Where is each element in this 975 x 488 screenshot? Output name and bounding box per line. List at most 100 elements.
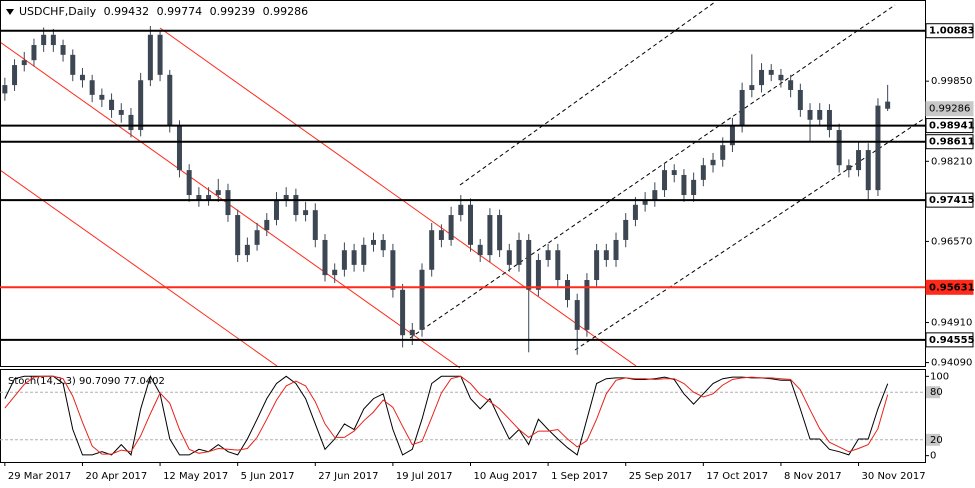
candle-body [681,174,687,196]
candle-body [535,259,541,290]
candle-body [594,250,600,281]
indicator-line [4,375,889,456]
high-value: 0.99774 [157,5,203,18]
candle-body [642,199,648,205]
candle-body [235,215,241,256]
x-tick-label: 5 Jun 2017 [241,471,295,482]
candle-body [99,94,105,100]
x-tick-label: 8 Nov 2017 [784,471,842,482]
candle-body [2,85,8,94]
candle-body [167,74,173,126]
candle-body [41,34,47,46]
candle-body [875,105,881,191]
candle-body [419,269,425,330]
level-label-box [925,332,974,348]
candle-body [196,195,202,200]
candle-body [603,250,609,260]
candle-body [380,239,386,251]
x-tick-label: 25 Sep 2017 [629,471,692,482]
indicator-tick-box [926,386,940,399]
candle-body [487,215,493,256]
candle-body [729,125,735,146]
candle-body [632,204,638,220]
open-value: 0.99432 [104,5,150,18]
candle-body [370,239,376,245]
candle-body [70,54,76,75]
candle-body [836,130,842,166]
level-label: 0.97415 [929,195,975,206]
candle-body [788,80,794,90]
candle-body [332,269,338,276]
level-label: 0.94555 [929,335,975,346]
candle-body [293,195,299,216]
candle-body [147,34,153,81]
level-label: 1.00883 [929,26,975,37]
candle-body [31,45,37,61]
level-label-box [925,118,974,134]
collapse-arrow[interactable] [6,9,14,15]
y-tick-label: 0.94910 [931,318,972,329]
level-label: 0.98611 [929,137,975,148]
x-tick-label: 10 Aug 2017 [474,471,538,482]
candle-body [21,60,27,66]
candle-body [361,244,367,265]
x-tick-label: 17 Oct 2017 [706,471,768,482]
x-tick-label: 12 May 2017 [163,471,228,482]
candle-body [652,190,658,200]
candle-body [739,89,745,126]
candle-body [128,114,134,131]
level-label-box [925,134,974,150]
candle-body [468,204,474,245]
candle-body [186,170,192,196]
candle-body [759,69,765,86]
price-label-box [925,101,974,117]
candle-body [215,190,221,196]
candle-body [264,219,270,231]
candle-body [826,110,832,131]
chart-header: USDCHF,Daily 0.99432 0.99774 0.99239 0.9… [19,5,308,18]
candle-body [225,190,231,216]
candle-body [409,329,415,336]
candle-body [138,80,144,131]
candle-body [865,150,871,191]
channel-line [409,4,896,339]
candle-body [768,69,774,75]
trend-line [159,27,637,367]
candle-body [506,250,512,265]
candle-body [157,34,163,75]
y-tick-label: 0.98210 [931,156,972,167]
candle-body [516,239,522,265]
channel-line [459,1,716,186]
candle-body [89,80,95,95]
candle-body [623,219,629,240]
candle-body [400,289,406,336]
x-tick-label: 19 Jul 2017 [396,471,453,482]
trend-line [0,169,278,367]
price-label: 0.99286 [929,104,970,115]
candle-body [244,244,250,256]
y-tick-label: 0.99850 [931,76,972,87]
candle-body [12,65,18,86]
candle-body [555,250,561,281]
indicator-y-tick-label: 80 [930,387,943,398]
x-tick-label: 20 Apr 2017 [85,471,147,482]
candle-body [60,45,66,55]
candle-body [885,101,891,109]
level-label-box [925,192,974,208]
candle-body [662,170,668,191]
candle-body [448,215,454,240]
level-label-box [925,279,974,295]
level-label: 0.98941 [929,121,975,132]
low-value: 0.99239 [210,5,256,18]
candle-body [856,150,862,171]
candle-body [477,244,483,256]
candle-body [206,195,212,200]
main-panel-border [0,0,926,367]
level-label-box [925,23,974,39]
candle-body [429,230,435,270]
candle-body [565,280,571,301]
indicator-panel-border [0,369,926,463]
candle-body [303,210,309,216]
x-tick-label: 30 Nov 2017 [862,471,926,482]
